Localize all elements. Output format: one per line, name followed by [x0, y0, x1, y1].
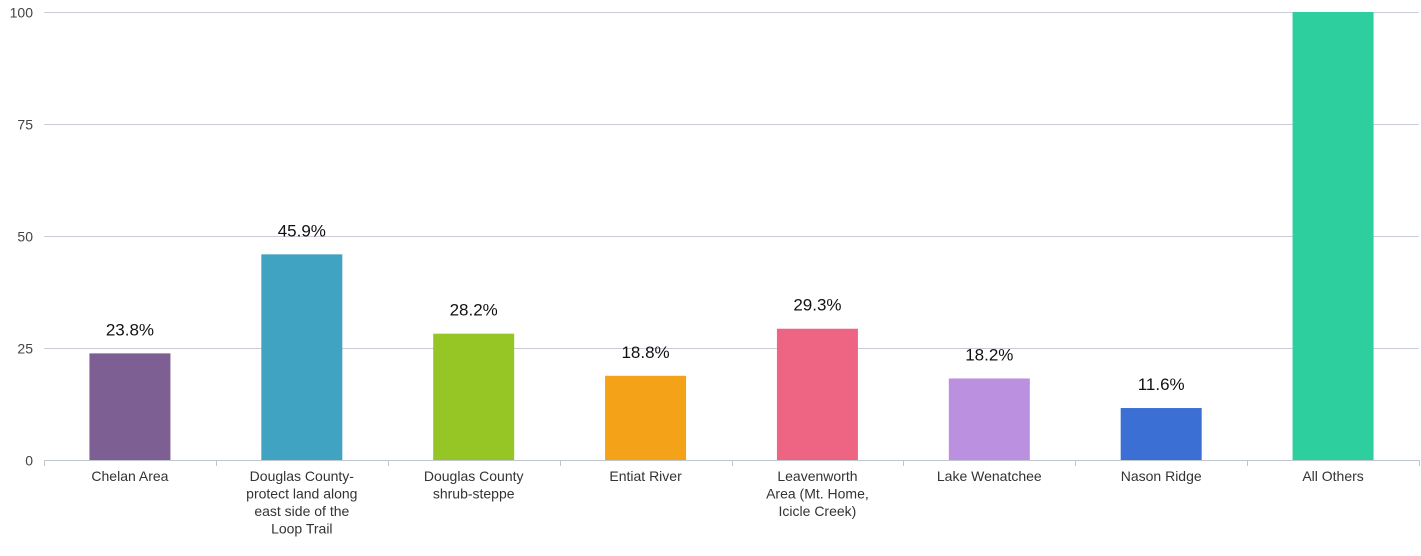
x-tick-label: Douglas County-protect land along east si… [246, 468, 357, 537]
y-tick-label: 50 [17, 229, 33, 245]
x-tick-label: Lake Wenatchee [937, 468, 1042, 484]
y-tick-label: 0 [25, 453, 33, 469]
gridlines [44, 12, 1419, 349]
x-tick-label-line: shrub-steppe [433, 486, 515, 502]
x-tick-label-line: Area (Mt. Home, [766, 486, 869, 502]
x-tick-label-line: Lake Wenatchee [937, 468, 1042, 484]
bar [948, 378, 1030, 460]
x-tick-label-line: Loop Trail [271, 521, 332, 537]
x-tick-label: Douglas County shrub-steppe [424, 468, 524, 502]
y-tick-label: 100 [10, 5, 34, 21]
bar [89, 353, 171, 460]
x-tick-label: Nason Ridge [1121, 468, 1202, 484]
x-tick-label-line: Douglas County [424, 468, 524, 484]
bar-data-labels: 23.8% 45.9% 28.2% 18.8% 29.3% 18.2% 11.6% [106, 221, 1185, 394]
data-label: 28.2% [450, 301, 498, 320]
x-tick-label-line: Douglas County- [250, 468, 355, 484]
bars [89, 12, 1374, 460]
x-tick-label: All Others [1302, 468, 1363, 484]
data-label: 11.6% [1138, 375, 1185, 394]
x-tick-label-line: All Others [1302, 468, 1363, 484]
x-axis-tick-labels: Chelan Area Douglas County-protect land a… [91, 468, 1363, 537]
data-label: 18.2% [965, 345, 1013, 364]
bar [776, 328, 858, 460]
data-label: 23.8% [106, 320, 154, 339]
y-axis-tick-labels: 0 25 50 75 100 [10, 5, 34, 469]
y-tick-label: 25 [17, 341, 33, 357]
data-label: 29.3% [793, 296, 841, 315]
x-tick-label-line: Leavenworth [777, 468, 857, 484]
data-label: 18.8% [621, 343, 669, 362]
x-tick-label-line: east side of the [254, 503, 349, 519]
bar [261, 254, 343, 460]
bar [605, 375, 687, 460]
y-tick-label: 75 [17, 117, 33, 133]
x-axis [44, 460, 1420, 466]
data-label: 45.9% [278, 221, 326, 240]
bar [1120, 408, 1202, 460]
bar [433, 333, 515, 460]
x-tick-label-line: Nason Ridge [1121, 468, 1202, 484]
bar [1292, 12, 1374, 460]
x-tick-label-line: Chelan Area [91, 468, 168, 484]
x-tick-label: Chelan Area [91, 468, 168, 484]
x-tick-label: Leavenworth Area (Mt. Home, Icicle Creek) [766, 468, 869, 519]
x-tick-label-line: Entiat River [609, 468, 682, 484]
x-tick-label: Entiat River [609, 468, 682, 484]
x-tick-label-line: protect land along [246, 486, 357, 502]
x-tick-label-line: Icicle Creek) [779, 503, 857, 519]
